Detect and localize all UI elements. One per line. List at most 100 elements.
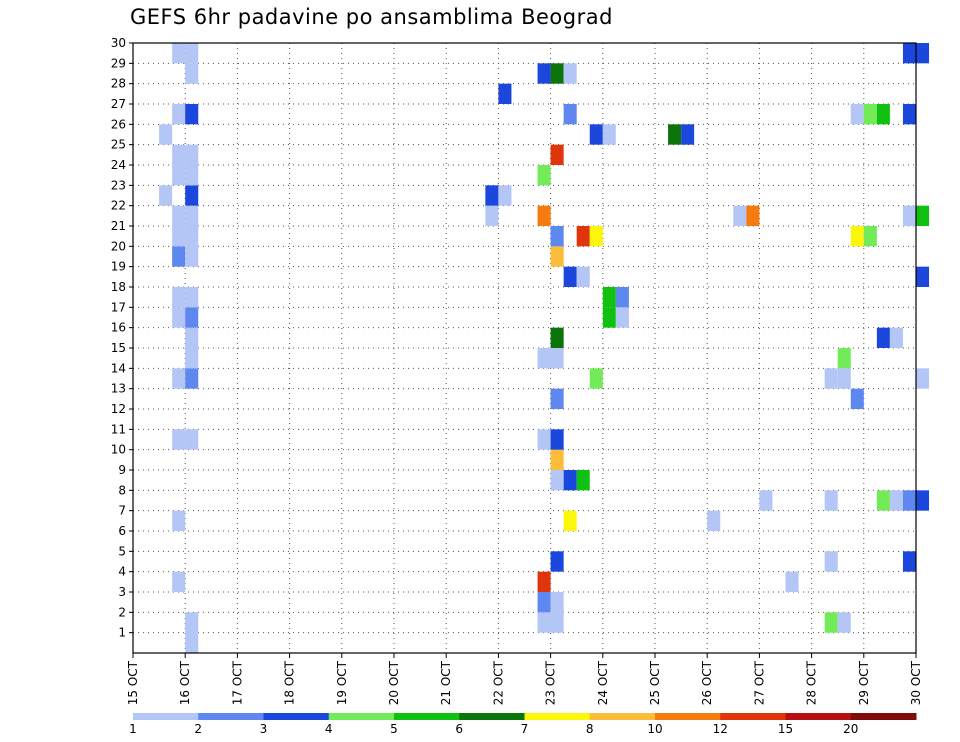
- heatmap-cell: [185, 307, 199, 328]
- legend-color-swatch: [198, 713, 264, 720]
- heatmap-cell: [850, 388, 864, 409]
- y-tick-label: 9: [118, 463, 126, 477]
- heatmap-cell: [576, 470, 590, 491]
- heatmap-cell: [916, 368, 930, 389]
- heatmap-cell: [563, 63, 577, 84]
- heatmap-cell: [550, 226, 564, 247]
- y-tick-label: 3: [118, 585, 126, 599]
- y-tick-label: 25: [111, 138, 126, 152]
- legend-label: 2: [194, 722, 202, 736]
- y-tick-label: 11: [111, 422, 126, 436]
- heatmap-cell: [602, 307, 616, 328]
- x-tick-label: 20 OCT: [387, 660, 401, 705]
- heatmap-cell: [824, 490, 838, 511]
- y-tick-label: 12: [111, 402, 126, 416]
- heatmap-cell: [589, 226, 603, 247]
- x-tick-label: 23 OCT: [544, 660, 558, 705]
- heatmap-cell: [537, 429, 551, 450]
- x-tick-label: 19 OCT: [335, 660, 349, 705]
- y-tick-label: 24: [111, 158, 126, 172]
- heatmap-cell: [615, 307, 629, 328]
- heatmap-cell: [550, 612, 564, 633]
- legend-color-swatch: [785, 713, 852, 720]
- y-tick-label: 18: [111, 280, 126, 294]
- x-tick-label: 22 OCT: [491, 660, 505, 705]
- heatmap-cell: [550, 449, 564, 470]
- heatmap-cell: [550, 470, 564, 491]
- y-tick-label: 19: [111, 260, 126, 274]
- heatmap-cell: [498, 185, 512, 206]
- legend-label: 6: [455, 722, 463, 736]
- heatmap-cell: [916, 205, 930, 226]
- heatmap-cell: [707, 510, 721, 531]
- legend-color-swatch: [263, 713, 330, 720]
- heatmap-cell: [837, 612, 851, 633]
- y-tick-label: 16: [111, 321, 126, 335]
- heatmap-cell: [185, 144, 199, 165]
- heatmap-cell: [576, 226, 590, 247]
- heatmap-cell: [681, 124, 695, 145]
- y-tick-label: 28: [111, 77, 126, 91]
- legend-color-swatch: [328, 713, 395, 720]
- legend-label: 3: [260, 722, 268, 736]
- heatmap-cell: [185, 226, 199, 247]
- heatmap-cell: [537, 63, 551, 84]
- heatmap-cell: [550, 592, 564, 613]
- heatmap-cell: [824, 551, 838, 572]
- heatmap-cell: [550, 348, 564, 369]
- heatmap-cell: [172, 104, 186, 125]
- y-tick-label: 6: [118, 524, 126, 538]
- heatmap-cell: [537, 205, 551, 226]
- heatmap-cell: [902, 490, 916, 511]
- heatmap-cell: [733, 205, 747, 226]
- heatmap-cell: [824, 368, 838, 389]
- x-tick-label: 26 OCT: [700, 660, 714, 705]
- heatmap-cell: [185, 104, 199, 125]
- y-tick-label: 20: [111, 239, 126, 253]
- heatmap-cell: [498, 83, 512, 104]
- x-tick-label: 17 OCT: [230, 660, 244, 705]
- heatmap-cell: [759, 490, 773, 511]
- heatmap-cell: [537, 165, 551, 186]
- y-tick-label: 1: [118, 626, 126, 640]
- heatmap-cell: [902, 43, 916, 64]
- x-tick-label: 21 OCT: [439, 660, 453, 705]
- heatmap-cell: [537, 612, 551, 633]
- heatmap-cell: [824, 612, 838, 633]
- y-tick-label: 27: [111, 97, 126, 111]
- heatmap-cell: [850, 226, 864, 247]
- heatmap-cell: [185, 429, 199, 450]
- heatmap-cell: [550, 327, 564, 348]
- heatmap-cell: [550, 429, 564, 450]
- heatmap-cell: [172, 307, 186, 328]
- y-tick-label: 29: [111, 56, 126, 70]
- legend-label: 8: [586, 722, 594, 736]
- x-tick-label: 25 OCT: [648, 660, 662, 705]
- heatmap-cell: [876, 327, 890, 348]
- heatmap-cell: [172, 510, 186, 531]
- heatmap-cell: [172, 368, 186, 389]
- legend-color-swatch: [133, 713, 199, 720]
- legend-color-swatch: [524, 713, 591, 720]
- legend-label: 10: [647, 722, 662, 736]
- heatmap-cell: [615, 287, 629, 308]
- heatmap-cell: [185, 185, 199, 206]
- legend-color-swatch: [720, 713, 786, 720]
- y-tick-label: 7: [118, 504, 126, 518]
- heatmap-cell: [889, 327, 903, 348]
- y-tick-label: 15: [111, 341, 126, 355]
- legend-color-swatch: [655, 713, 721, 720]
- heatmap-cell: [916, 490, 930, 511]
- y-tick-label: 14: [111, 361, 126, 375]
- heatmap-cell: [550, 551, 564, 572]
- heatmap-cell: [159, 124, 173, 145]
- y-tick-label: 8: [118, 483, 126, 497]
- x-tick-label: 16 OCT: [178, 660, 192, 705]
- heatmap-cell: [537, 571, 551, 592]
- heatmap-cell: [837, 348, 851, 369]
- heatmap-cell: [537, 592, 551, 613]
- x-tick-label: 28 OCT: [805, 660, 819, 705]
- heatmap-cell: [185, 348, 199, 369]
- heatmap-cell: [550, 63, 564, 84]
